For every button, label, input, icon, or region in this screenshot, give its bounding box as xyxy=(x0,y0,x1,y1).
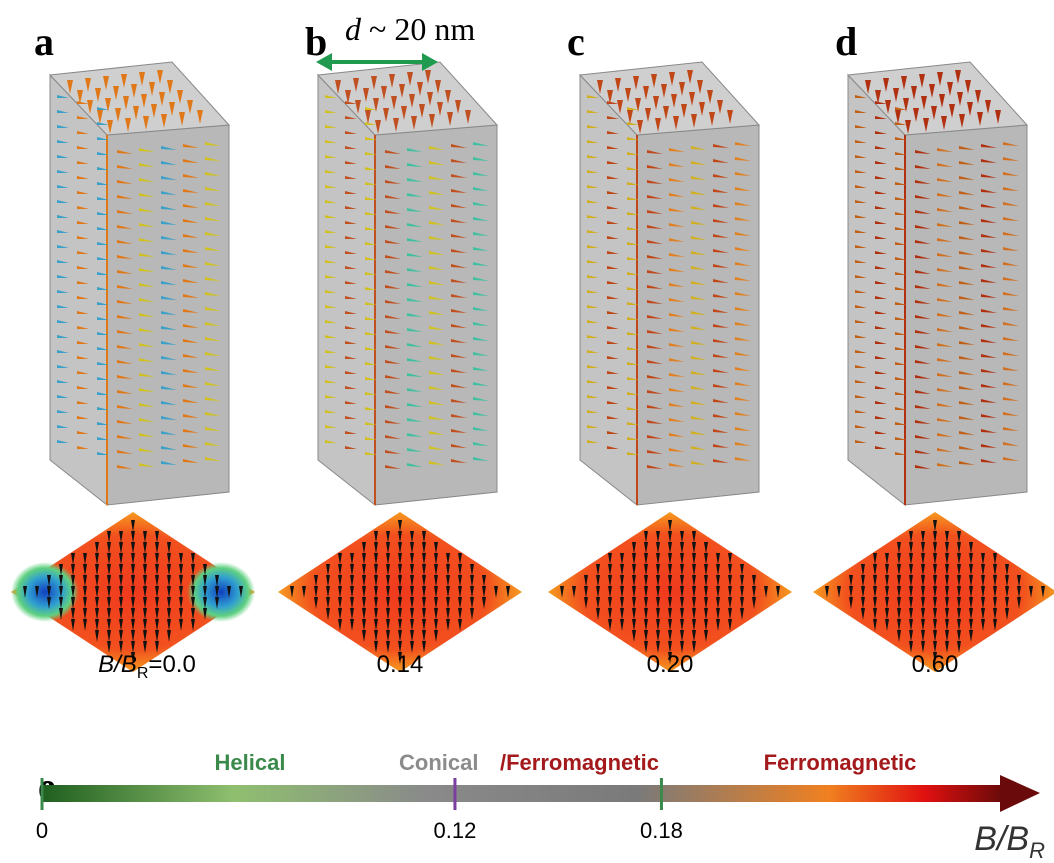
field-bar xyxy=(42,785,1002,802)
tick-label: 0.18 xyxy=(640,818,683,843)
panel: d 0.60 xyxy=(813,19,1054,678)
panel: a B/BR=0.0 xyxy=(11,19,255,682)
field-value: 0.60 xyxy=(912,651,959,678)
phases: Helical Conical/Ferromagnetic Ferromagneti… xyxy=(215,750,917,775)
axis-label-text: B/B xyxy=(974,820,1029,858)
field-value-text: =0.0 xyxy=(148,651,195,678)
field-value: 0.14 xyxy=(377,651,424,678)
size-value: ~ 20 nm xyxy=(369,11,475,47)
panel: c 0.20 xyxy=(548,19,792,678)
tick-label: 0 xyxy=(36,818,48,843)
phase-label: Conical xyxy=(399,750,478,775)
field-symbol: B/B xyxy=(98,651,137,678)
vortex-core xyxy=(11,562,79,622)
axis-label: B/BR xyxy=(974,820,1045,863)
field-value: 0.20 xyxy=(647,651,694,678)
phase-label: Helical xyxy=(215,750,286,775)
axis-label-subscript: R xyxy=(1029,838,1045,863)
tick-label: 0.12 xyxy=(434,818,477,843)
vortex-core xyxy=(187,562,255,622)
size-symbol: d xyxy=(345,11,362,47)
figure: aB/BR=0.0b0.14c0.20d0.60 d ~ 20 nm e B/B… xyxy=(0,0,1054,863)
size-annotation: d ~ 20 nm xyxy=(316,11,475,71)
size-text: d ~ 20 nm xyxy=(345,11,475,47)
panel-label: a xyxy=(34,19,54,64)
phase-label: /Ferromagnetic xyxy=(500,750,659,775)
cross-section xyxy=(813,512,1054,672)
panel: b 0.14 xyxy=(278,19,522,678)
bar-arrowhead xyxy=(1000,775,1040,812)
panel-label: b xyxy=(305,19,327,64)
panel-label: c xyxy=(567,19,585,64)
panel-label: d xyxy=(835,19,857,64)
panels: a B/BR=0.0 b 0.14 c 0.20 d 0.60 xyxy=(11,19,1054,682)
phase-label: Ferromagnetic xyxy=(764,750,917,775)
field-subscript: R xyxy=(137,665,149,682)
